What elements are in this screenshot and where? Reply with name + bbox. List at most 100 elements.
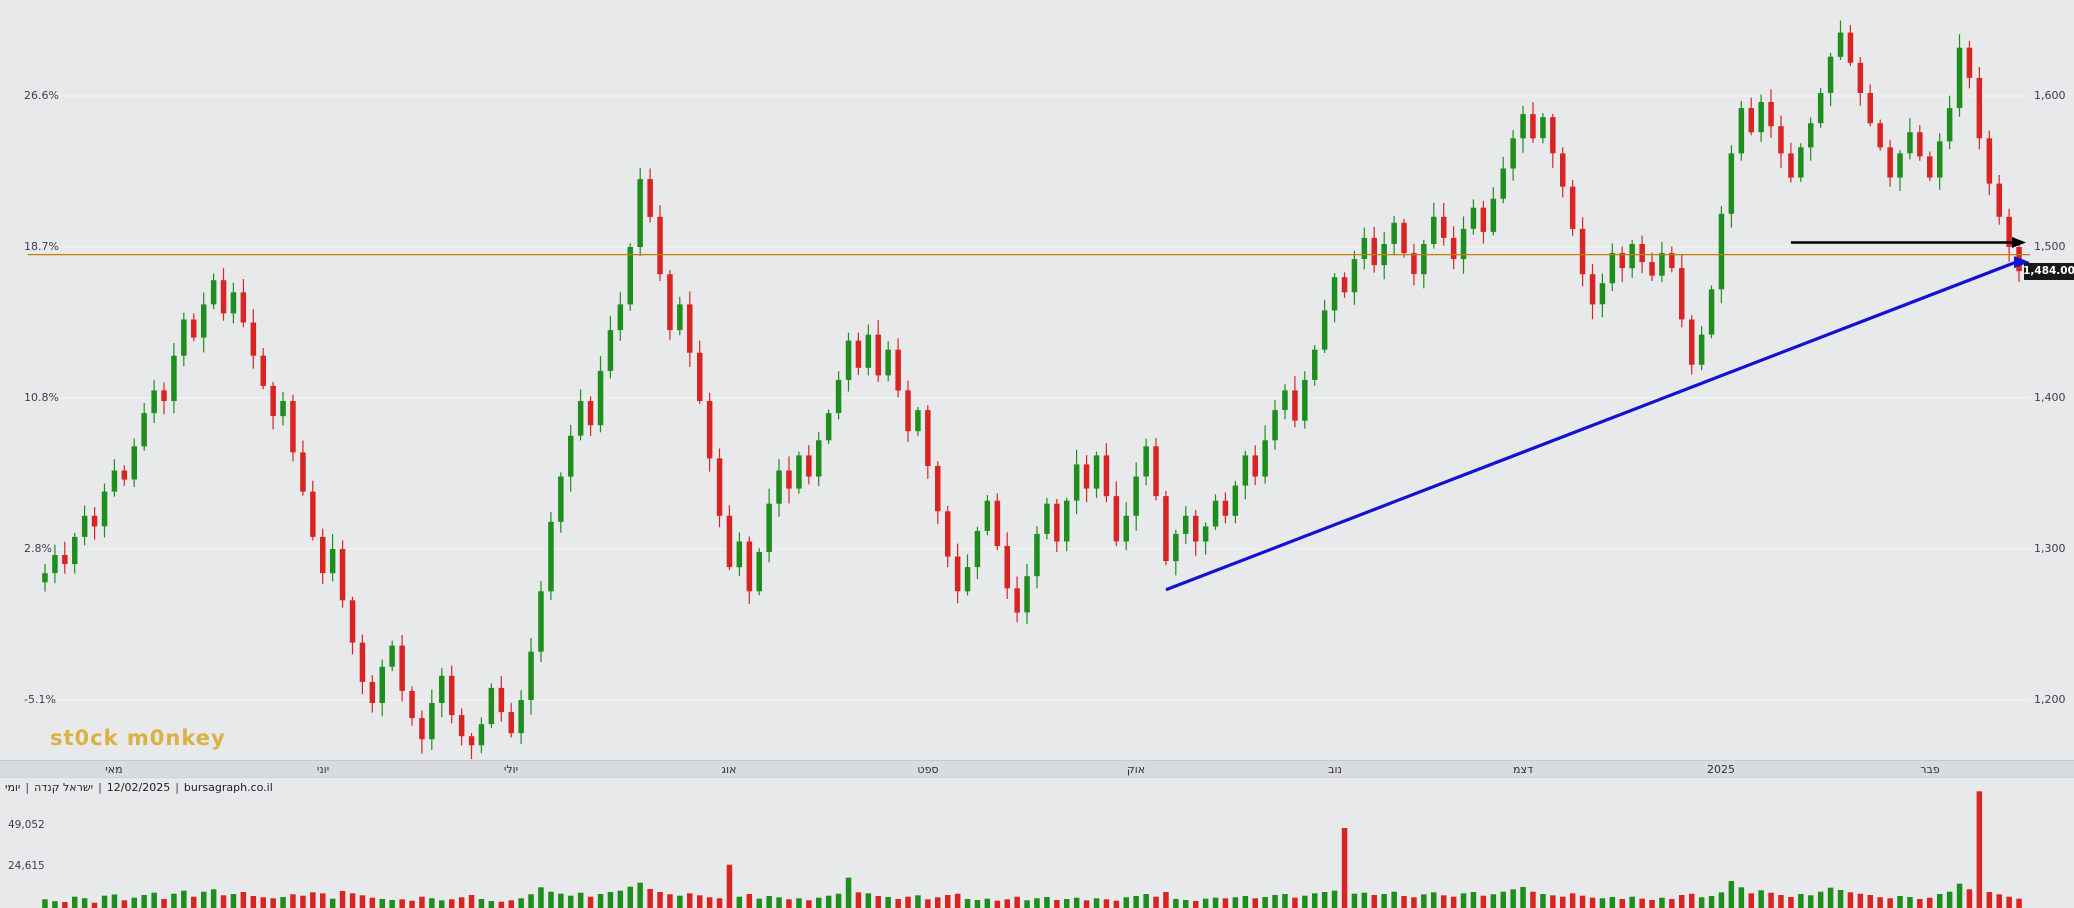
volume-bar: [1619, 899, 1625, 908]
volume-bar: [1877, 897, 1883, 908]
volume-bar: [1976, 791, 1983, 908]
candle: [875, 334, 881, 376]
volume-bar: [518, 898, 524, 908]
volume-bar: [1103, 899, 1110, 908]
candle: [1768, 102, 1774, 127]
volume-bar: [1708, 896, 1715, 908]
candle: [1907, 132, 1913, 154]
candle: [538, 591, 544, 652]
candle: [72, 536, 78, 565]
left-axis-tick: 18.7%: [24, 240, 59, 253]
candle: [1689, 319, 1695, 365]
candle: [1272, 410, 1278, 441]
volume-bar: [945, 895, 951, 908]
volume-bar: [1857, 893, 1864, 908]
volume-bar: [1778, 895, 1784, 908]
volume-chart-canvas[interactable]: [0, 779, 2074, 908]
last-price-tag: 1,484.00: [2023, 262, 2074, 280]
volume-series: [42, 791, 2022, 908]
candle: [1877, 123, 1883, 148]
candle: [617, 304, 624, 331]
trendline[interactable]: [1165, 260, 2017, 592]
volume-bar: [439, 900, 445, 908]
volume-bar: [1381, 894, 1387, 908]
x-axis-label: פבר: [1920, 763, 1940, 776]
candle: [528, 651, 534, 700]
volume-bar: [865, 893, 872, 908]
candle: [607, 330, 614, 371]
candle: [260, 355, 266, 386]
volume-bar: [974, 900, 981, 908]
candle: [1183, 515, 1189, 534]
candle: [1490, 198, 1497, 232]
candle: [449, 675, 455, 716]
volume-bar: [111, 894, 118, 908]
candle: [1073, 464, 1080, 501]
x-axis-label: 2025: [1707, 763, 1735, 776]
volume-bar: [1649, 900, 1655, 908]
candlestick-chart-canvas[interactable]: [0, 0, 2074, 760]
volume-bar: [1371, 895, 1377, 908]
volume-bar: [141, 895, 147, 908]
volume-bar: [1718, 892, 1725, 908]
candle: [1560, 153, 1566, 187]
candle: [835, 379, 842, 414]
volume-bar: [528, 894, 534, 908]
candle: [1798, 147, 1804, 178]
volume-bar: [1589, 897, 1596, 908]
x-axis-label: אוק: [1126, 763, 1146, 776]
volume-bar: [1292, 897, 1298, 908]
info-separator: |: [98, 781, 102, 794]
candle: [1758, 102, 1764, 133]
candle: [1956, 47, 1963, 109]
volume-bar: [1202, 898, 1209, 908]
candle: [1450, 237, 1457, 259]
candle: [1371, 237, 1377, 266]
candle: [210, 280, 217, 305]
candle: [905, 390, 911, 432]
candle: [52, 555, 58, 574]
volume-bar: [1212, 897, 1219, 908]
volume-bar: [1827, 887, 1834, 908]
volume-bar: [796, 898, 802, 908]
volume-bar: [1024, 900, 1030, 908]
volume-bar: [756, 898, 762, 908]
x-axis-label: אוג: [721, 763, 737, 776]
volume-bar: [419, 896, 425, 908]
volume-bar: [1659, 897, 1665, 908]
volume-bar: [42, 899, 48, 908]
candle: [984, 500, 991, 531]
volume-bar: [101, 895, 108, 908]
candle: [1510, 138, 1516, 169]
volume-bar: [1698, 897, 1705, 908]
info-part: 12/02/2025: [106, 781, 171, 794]
candle: [1530, 114, 1536, 139]
candle: [1937, 141, 1943, 178]
volume-bar: [1193, 901, 1199, 908]
watermark: st0ck m0nkey: [50, 726, 226, 750]
candle: [1718, 213, 1725, 290]
candle: [1857, 62, 1864, 93]
volume-bar: [1004, 899, 1010, 908]
candle: [1589, 274, 1596, 305]
volume-bar: [72, 896, 78, 908]
volume-bar: [1867, 895, 1873, 908]
volume-bar: [806, 900, 812, 908]
candle: [1302, 379, 1308, 421]
x-axis-label: נוב: [1328, 763, 1342, 776]
x-axis-label: ספט: [917, 763, 939, 776]
candle: [1282, 390, 1288, 410]
volume-bar: [776, 897, 782, 908]
candle: [845, 340, 852, 380]
volume-bar: [1817, 891, 1824, 908]
volume-bar: [1143, 894, 1149, 908]
candle: [1202, 526, 1209, 542]
volume-bar: [260, 897, 266, 908]
volume-bar: [2006, 896, 2012, 908]
volume-bar: [1183, 900, 1189, 908]
volume-bar: [1153, 896, 1159, 908]
volume-bar: [1014, 896, 1020, 908]
right-axis-tick: 1,500: [2034, 240, 2066, 253]
volume-bar: [1927, 897, 1933, 908]
